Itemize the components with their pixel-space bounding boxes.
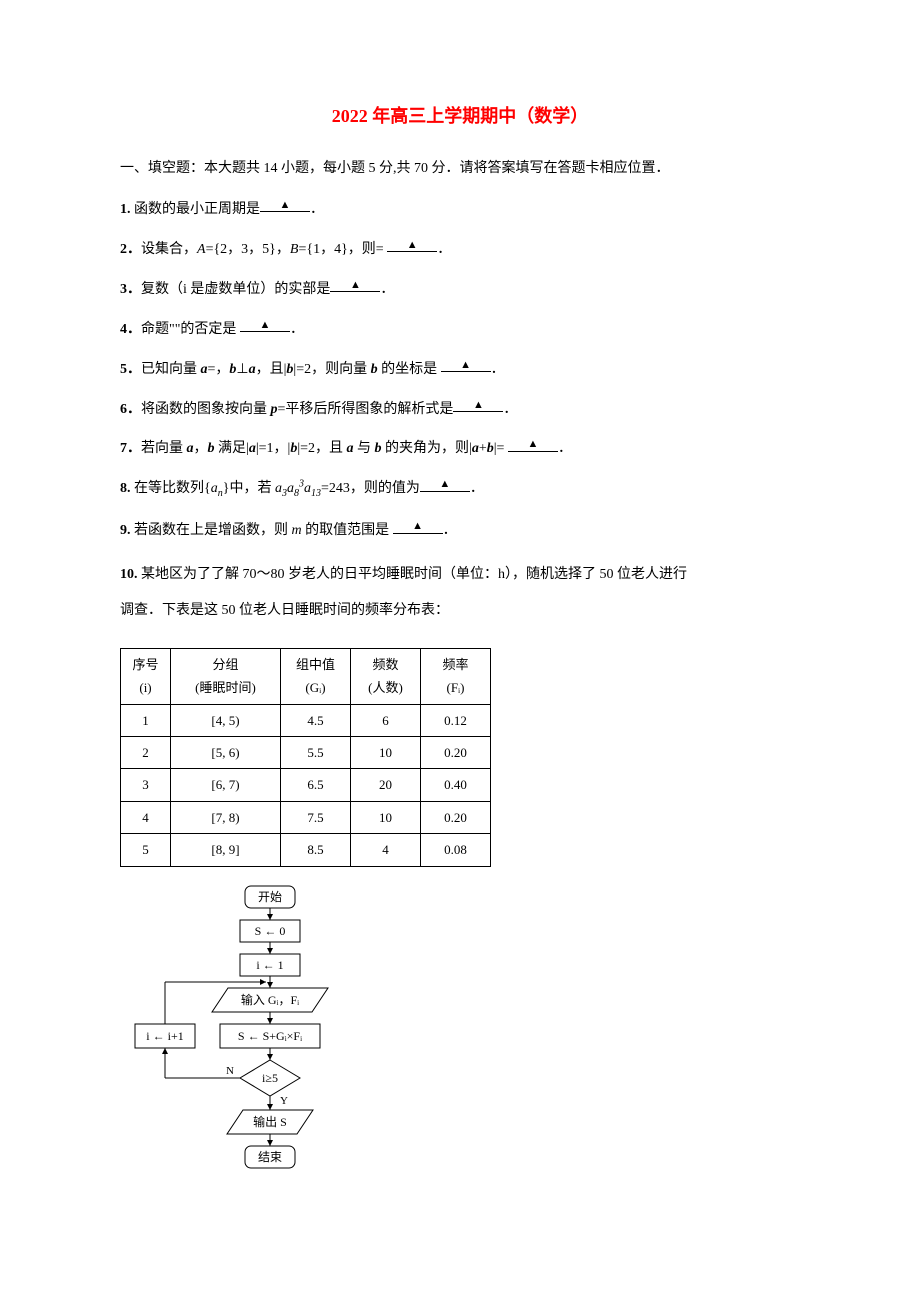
answer-blank — [240, 316, 290, 333]
var-A: A — [197, 241, 206, 256]
q-text: 将函数的图象按向量 — [141, 401, 271, 416]
page-title: 2022 年高三上学期期中（数学） — [120, 100, 800, 132]
svg-text:S ← 0: S ← 0 — [255, 924, 286, 938]
q-text: ，且| — [256, 361, 287, 376]
var-a: a — [472, 441, 479, 456]
q-text: 某地区为了了解 70～80 岁老人的日平均睡眠时间（单位：h），随机选择了 50… — [138, 567, 688, 582]
q-text: |=2，则向量 — [293, 361, 370, 376]
q-text: + — [479, 441, 487, 456]
var-an: an — [211, 481, 223, 496]
var-b: b — [208, 441, 215, 456]
q-text: |= — [494, 441, 508, 456]
svg-text:i ← 1: i ← 1 — [256, 958, 283, 972]
var-a: a — [249, 361, 256, 376]
q-text: 复数（i 是虚数单位）的实部是 — [141, 281, 330, 296]
q-text: ． — [290, 321, 304, 336]
svg-text:输出 S: 输出 S — [253, 1114, 287, 1129]
q-text: ． — [437, 241, 451, 256]
q-num: 3． — [120, 281, 141, 296]
svg-text:Y: Y — [280, 1095, 288, 1107]
var-a: a — [201, 361, 208, 376]
q-num: 9. — [120, 523, 131, 538]
q-text: 在等比数列{ — [131, 481, 211, 496]
answer-blank — [420, 475, 470, 492]
answer-blank — [508, 435, 558, 452]
q-text: 的夹角为，则| — [382, 441, 472, 456]
var-a: a — [249, 441, 256, 456]
question-2: 2．设集合，A={2，3，5}，B={1，4}，则= ． — [120, 236, 800, 262]
q-text: ={2，3，5}， — [206, 241, 290, 256]
svg-text:输入 Gᵢ，Fᵢ: 输入 Gᵢ，Fᵢ — [241, 992, 299, 1007]
var-terms: a3a83a13 — [275, 481, 321, 496]
var-a: a — [187, 441, 194, 456]
q-text: =平移后所得图象的解析式是 — [278, 401, 454, 416]
q-num: 10. — [120, 567, 138, 582]
q-text: 函数的最小正周期是 — [131, 201, 261, 216]
q-text: ． — [310, 201, 324, 216]
q-text: ， — [194, 441, 208, 456]
q-num: 1. — [120, 201, 131, 216]
answer-blank — [453, 396, 503, 413]
q-text: ． — [470, 481, 484, 496]
q-text: =， — [208, 361, 230, 376]
var-b: b — [375, 441, 382, 456]
answer-blank — [387, 236, 437, 253]
q-num: 5． — [120, 361, 141, 376]
q-text: ． — [380, 281, 394, 296]
q-text: ． — [503, 401, 517, 416]
question-9: 9. 若函数在上是增函数，则 m 的取值范围是 ． — [120, 517, 800, 543]
q-text: 与 — [354, 441, 375, 456]
question-1: 1. 函数的最小正周期是 ． — [120, 196, 800, 222]
q-text: =243，则的值为 — [321, 481, 420, 496]
svg-text:开始: 开始 — [258, 890, 282, 904]
svg-text:结束: 结束 — [258, 1150, 282, 1164]
section-header: 一、填空题：本大题共 14 小题，每小题 5 分,共 70 分．请将答案填写在答… — [120, 156, 800, 181]
svg-text:i ← i+1: i ← i+1 — [146, 1029, 183, 1043]
q-text: ． — [443, 523, 457, 538]
answer-blank — [393, 517, 443, 534]
question-4: 4．命题""的否定是 ． — [120, 316, 800, 342]
var-b: b — [371, 361, 378, 376]
question-10: 10. 某地区为了了解 70～80 岁老人的日平均睡眠时间（单位：h），随机选择… — [120, 557, 800, 630]
q-text: ⊥ — [236, 361, 248, 376]
q-text: ={1，4}，则= — [298, 241, 387, 256]
q-text: 已知向量 — [141, 361, 201, 376]
q-num: 4． — [120, 321, 141, 336]
q-num: 7． — [120, 441, 141, 456]
q-text: 设集合， — [141, 241, 197, 256]
svg-text:S ← S+Gᵢ×Fᵢ: S ← S+Gᵢ×Fᵢ — [238, 1029, 302, 1043]
q-num: 8. — [120, 481, 131, 496]
q-text: 的取值范围是 — [302, 523, 393, 538]
q-num: 6． — [120, 401, 141, 416]
q-text: |=1，| — [256, 441, 291, 456]
var-b: b — [487, 441, 494, 456]
q-text: ． — [491, 361, 505, 376]
var-p: p — [271, 401, 278, 416]
q-text: 满足| — [215, 441, 249, 456]
question-6: 6．将函数的图象按向量 p=平移后所得图象的解析式是 ． — [120, 396, 800, 422]
q-text: 若函数在上是增函数，则 — [131, 523, 292, 538]
q-text: ． — [558, 441, 572, 456]
var-m: m — [292, 523, 302, 538]
question-3: 3．复数（i 是虚数单位）的实部是 ． — [120, 276, 800, 302]
answer-blank — [330, 276, 380, 293]
frequency-table: 序号(i)分组(睡眠时间)组中值(Gᵢ)频数(人数)频率(Fᵢ)1[4, 5)4… — [120, 648, 800, 867]
question-7: 7．若向量 a，b 满足|a|=1，|b|=2，且 a 与 b 的夹角为，则|a… — [120, 435, 800, 461]
q-num: 2． — [120, 241, 141, 256]
var-a: a — [347, 441, 354, 456]
q-text: 调查．下表是这 50 位老人日睡眠时间的频率分布表： — [120, 603, 449, 618]
q-text: |=2，且 — [297, 441, 346, 456]
answer-blank — [441, 356, 491, 373]
question-5: 5．已知向量 a=，b⊥a，且|b|=2，则向量 b 的坐标是 ． — [120, 356, 800, 382]
answer-blank — [260, 196, 310, 213]
svg-text:N: N — [226, 1065, 234, 1077]
flowchart: 开始 S ← 0 i ← 1 输入 Gᵢ，Fᵢ S ← S+Gᵢ×Fᵢ i ← i+1 i≥… — [120, 881, 800, 1231]
svg-text:i≥5: i≥5 — [262, 1071, 278, 1085]
q-text: 命题""的否定是 — [141, 321, 240, 336]
q-text: 若向量 — [141, 441, 187, 456]
question-8: 8. 在等比数列{an}中，若 a3a83a13=243，则的值为 ． — [120, 475, 800, 503]
q-text: 的坐标是 — [378, 361, 441, 376]
q-text: }中，若 — [223, 481, 275, 496]
